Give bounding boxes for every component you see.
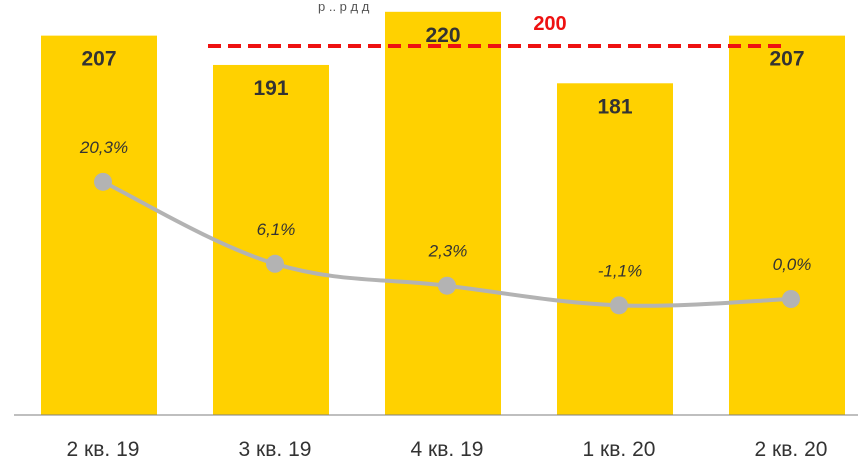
growth-line-group: 20,3% 6,1% 2,3% -1,1% 0,0% (79, 138, 812, 315)
x-tick-label-3: 1 кв. 20 (583, 438, 656, 461)
bar-value-label-4: 207 (769, 48, 804, 71)
x-tick-label-1: 3 кв. 19 (239, 438, 312, 461)
reference-line-group: 200 (208, 13, 784, 48)
growth-label-4: 0,0% (773, 255, 812, 274)
x-tick-label-2: 4 кв. 19 (411, 438, 484, 461)
bar-2 (385, 11, 501, 415)
growth-point-0 (94, 172, 112, 191)
x-tick-label-4: 2 кв. 20 (755, 438, 828, 461)
growth-point-2 (438, 276, 456, 295)
bars: 207 191 220 181 207 (41, 11, 845, 416)
growth-point-4 (782, 290, 800, 308)
x-tick-label-0: 2 кв. 19 (67, 438, 140, 461)
growth-point-3 (610, 296, 628, 315)
bar-value-label-3: 181 (597, 95, 632, 118)
bar-value-label-0: 207 (81, 48, 116, 71)
top-note: р .. р д д (318, 0, 370, 14)
bar-0 (41, 35, 157, 415)
growth-label-0: 20,3% (79, 138, 128, 157)
bar-3 (557, 83, 673, 415)
bar-value-label-1: 191 (253, 77, 288, 100)
reference-line-label: 200 (533, 13, 566, 35)
bar-value-label-2: 220 (425, 24, 460, 47)
growth-label-1: 6,1% (257, 220, 296, 239)
bar-1 (213, 64, 329, 416)
bar-4 (729, 35, 845, 415)
growth-label-2: 2,3% (428, 242, 468, 261)
x-axis-labels: 2 кв. 19 3 кв. 19 4 кв. 19 1 кв. 20 2 кв. 20 (67, 438, 828, 461)
growth-point-1 (266, 254, 284, 273)
growth-label-3: -1,1% (598, 261, 642, 280)
